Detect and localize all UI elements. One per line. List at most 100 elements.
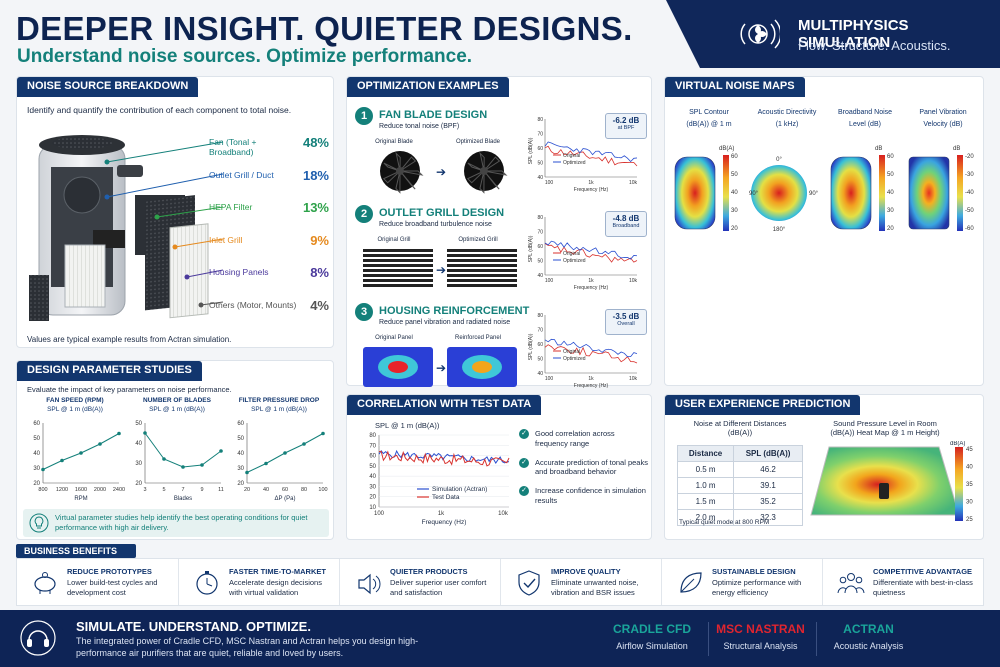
- heatmap-tick: 45: [966, 447, 973, 453]
- tool-name: CRADLE CFD: [613, 622, 691, 636]
- noise-source-label: Housing Panels: [209, 267, 269, 277]
- data-point: [162, 457, 166, 461]
- param-chart-title: NUMBER OF BLADES: [143, 397, 211, 404]
- colorbar-tick: 30: [731, 208, 738, 214]
- benefit-title: COMPETITIVE ADVANTAGE: [873, 567, 973, 576]
- example-spl-chart: 40 50 60 70 80 100 1k 10k Frequency (Hz) SPL (dB(…: [528, 215, 638, 291]
- x-axis-label: Blades: [174, 496, 192, 502]
- distance-cell: 1.0 m: [676, 477, 735, 494]
- optimization-example: 2 OUTLET GRILL DESIGN Reduce broadband tur…: [347, 203, 653, 299]
- x-tick-label: 1200: [56, 487, 68, 493]
- correlation-panel: CORRELATION WITH TEST DATA SPL @ 1 m (dB…: [346, 394, 652, 540]
- noise-source-pct: 4%: [310, 297, 329, 313]
- noise-source-item: HEPA Filter 13%: [209, 200, 329, 233]
- example-desc: Reduce tonal noise (BPF): [379, 123, 460, 130]
- benefit-item: IMPROVE QUALITY Eliminate unwanted noise,…: [500, 559, 661, 605]
- design-params-panel: DESIGN PARAMETER STUDIES Evaluate the im…: [16, 360, 334, 540]
- y-tick-label: 70: [369, 443, 376, 449]
- x-tick-label: 100: [545, 278, 554, 284]
- x-tick-label: 1600: [75, 487, 87, 493]
- y-tick-label: 50: [537, 259, 543, 265]
- legend-original: Original: [563, 153, 580, 159]
- y-tick-label: 80: [537, 215, 543, 221]
- noise-maps-panel: VIRTUAL NOISE MAPS SPL Contour (dB(A)) @ …: [664, 76, 984, 386]
- x-tick-label: 10k: [498, 511, 509, 517]
- data-point: [283, 451, 287, 455]
- ux-table-sub: (dB(A)): [727, 428, 753, 437]
- noise-source-pct: 18%: [302, 167, 329, 183]
- x-tick-label: 100: [374, 511, 385, 517]
- stopwatch-icon: [193, 568, 221, 596]
- footer-bar: SIMULATE. UNDERSTAND. OPTIMIZE. The inte…: [0, 610, 1000, 667]
- noise-map-title: Panel Vibration: [919, 109, 967, 116]
- x-axis-label: Frequency (Hz): [422, 519, 467, 526]
- design-params-title: DESIGN PARAMETER STUDIES: [17, 361, 202, 381]
- legend-optimized: Optimized: [563, 160, 586, 166]
- design-comparison: ➔: [380, 151, 508, 194]
- x-axis-label: Frequency (Hz): [574, 187, 609, 193]
- lightbulb-icon: [29, 513, 49, 533]
- noise-map-sub: (1 kHz): [775, 121, 799, 128]
- param-chart: FILTER PRESSURE DROP SPL @ 1 m (dB(A)) 20 3…: [229, 397, 329, 507]
- heatmap-tick: 35: [966, 482, 973, 488]
- correlation-bullet-text: Increase confidence in simulation result…: [535, 486, 646, 505]
- noise-breakdown-title: NOISE SOURCE BREAKDOWN: [17, 77, 199, 97]
- y-tick-label: 40: [33, 451, 40, 457]
- colorbar-unit: dB(A): [719, 146, 734, 152]
- noise-map: Panel Vibration Velocity (dB) dB -20 -30 -40 -…: [905, 105, 981, 285]
- noise-source-pct: 48%: [302, 135, 329, 150]
- distance-cell: 2.0 m: [676, 509, 735, 526]
- optimization-title: OPTIMIZATION EXAMPLES: [347, 77, 509, 97]
- optimization-example: 1 FAN BLADE DESIGN Reduce tonal noise (BPF…: [347, 105, 653, 201]
- noise-breakdown-panel: NOISE SOURCE BREAKDOWN Identify and quan…: [16, 76, 334, 348]
- benefit-title: QUIETER PRODUCTS: [390, 567, 468, 576]
- delta-value: -3.5 dB: [612, 312, 640, 321]
- y-tick-label: 60: [537, 244, 543, 250]
- x-tick-label: 100: [545, 376, 554, 382]
- noise-source-item: Fan (Tonal + Broadband) 48%: [209, 135, 329, 168]
- heatmap-sub: (dB(A)) Heat Map @ 1 m Height): [830, 428, 940, 437]
- purifier-marker: [879, 483, 889, 499]
- noise-source-list: Fan (Tonal + Broadband) 48% Outlet Grill /…: [209, 135, 329, 330]
- leaf-icon: [676, 568, 704, 596]
- y-tick-label: 80: [537, 313, 543, 319]
- x-tick-label: 3: [143, 487, 146, 493]
- y-tick-label: 80: [537, 117, 543, 123]
- noise-source-pct: 8%: [310, 265, 329, 280]
- tool-item: MSC NASTRAN Structural Analysis: [708, 622, 812, 656]
- example-name: HOUSING REINFORCEMENT: [379, 305, 530, 317]
- piggy-bank-icon: [31, 568, 59, 596]
- purifier-exploded-illustration: [29, 135, 209, 321]
- benefit-text: Lower build-test cycles and development …: [67, 578, 158, 597]
- data-point: [143, 431, 147, 435]
- correlation-bullet-text: Accurate prediction of tonal peaks and b…: [535, 457, 648, 477]
- y-tick-label: 80: [369, 433, 376, 439]
- example-desc: Reduce panel vibration and radiated nois…: [379, 319, 511, 326]
- optimized-series-line: [544, 338, 638, 358]
- noise-breakdown-footnote: Values are typical example results from …: [27, 335, 232, 344]
- y-tick-label: 70: [537, 328, 543, 334]
- colorbar-tick: 40: [731, 190, 738, 196]
- noise-map-graphic: 0° 90° 90° 180°: [749, 157, 819, 233]
- table-row: 1.0 m 39.1: [676, 477, 803, 494]
- x-tick-label: 7: [181, 487, 184, 493]
- y-axis-label: SPL (dB(A)): [528, 235, 534, 262]
- param-chart-sub: SPL @ 1 m (dB(A)): [149, 406, 205, 413]
- noise-map: SPL Contour (dB(A)) @ 1 m dB(A) 60 50 40 30 20: [671, 105, 747, 285]
- x-tick-label: 40: [263, 487, 269, 493]
- param-chart-title: FAN SPEED (RPM): [46, 397, 104, 404]
- arrow-icon: ➔: [436, 263, 446, 277]
- y-tick-label: 30: [369, 484, 376, 490]
- tip-box: Virtual parameter studies help identify …: [23, 509, 329, 537]
- grill-icon: [363, 249, 433, 287]
- original-series-line: [544, 145, 638, 167]
- heatmap-tick: 30: [966, 500, 973, 506]
- noise-source-label: Outlet Grill / Duct: [209, 169, 274, 180]
- header-banner: MULTIPHYSICS SIMULATION Flow. Structure.…: [666, 0, 1000, 68]
- original-series-line: [544, 344, 638, 364]
- noise-source-item: Others (Motor, Mounts) 4%: [209, 298, 329, 331]
- delta-badge: -6.2 dB at BPF: [605, 113, 647, 139]
- noise-map-title: Broadband Noise: [837, 109, 893, 116]
- correlation-bullet: ✓ Increase confidence in simulation resul…: [519, 486, 649, 506]
- optimized-label: Reinforced Panel: [454, 335, 502, 341]
